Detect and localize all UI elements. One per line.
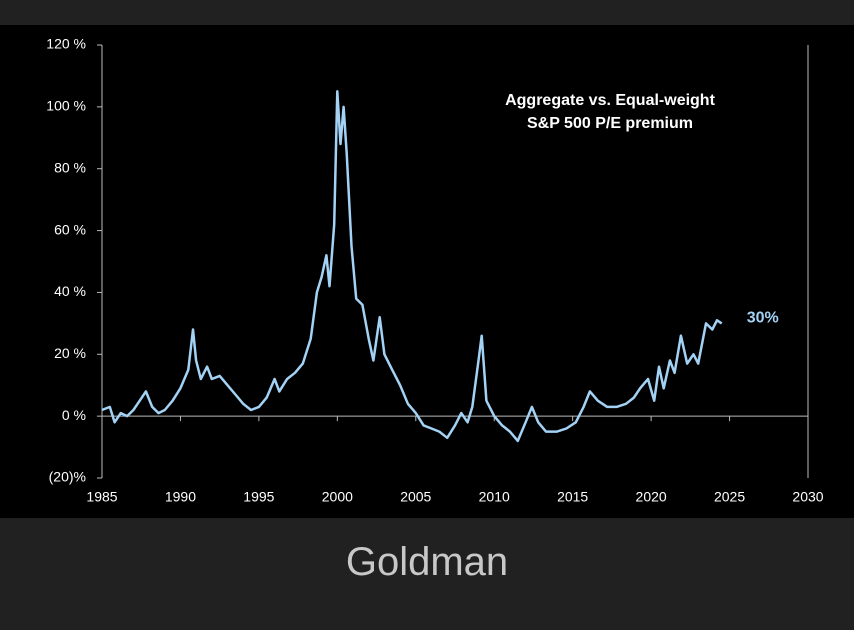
x-tick-label: 2025	[714, 489, 745, 505]
x-tick-label: 1995	[243, 489, 274, 505]
y-tick-label: 120 %	[46, 36, 86, 52]
x-tick-label: 2000	[322, 489, 353, 505]
end-annotation: 30%	[747, 310, 779, 327]
y-tick-label: 0 %	[62, 407, 86, 423]
x-tick-label: 2005	[400, 489, 431, 505]
chart-background	[0, 25, 854, 518]
x-tick-label: 2015	[557, 489, 588, 505]
x-tick-label: 2020	[636, 489, 667, 505]
x-tick-label: 2010	[479, 489, 510, 505]
chart: (20)% 0 % 20 % 40 % 60 % 80 % 100 % 120 % 1985 19…	[0, 25, 854, 518]
data-line	[101, 90, 723, 443]
x-tick-label: 2030	[792, 489, 823, 505]
x-tick-label: 1985	[86, 489, 117, 505]
y-tick-label: 60 %	[54, 221, 86, 237]
y-tick-label: 100 %	[46, 98, 86, 114]
y-tick-label: 20 %	[54, 345, 86, 361]
y-tick-label: 40 %	[54, 283, 86, 299]
caption: Goldman	[345, 540, 509, 584]
y-tick-label: (20)%	[49, 469, 86, 485]
chart-title: S&P 500 P/E premium	[527, 115, 693, 132]
x-tick-label: 1990	[165, 489, 196, 505]
y-tick-label: 80 %	[54, 159, 86, 175]
chart-title: Aggregate vs. Equal-weight	[505, 92, 715, 109]
